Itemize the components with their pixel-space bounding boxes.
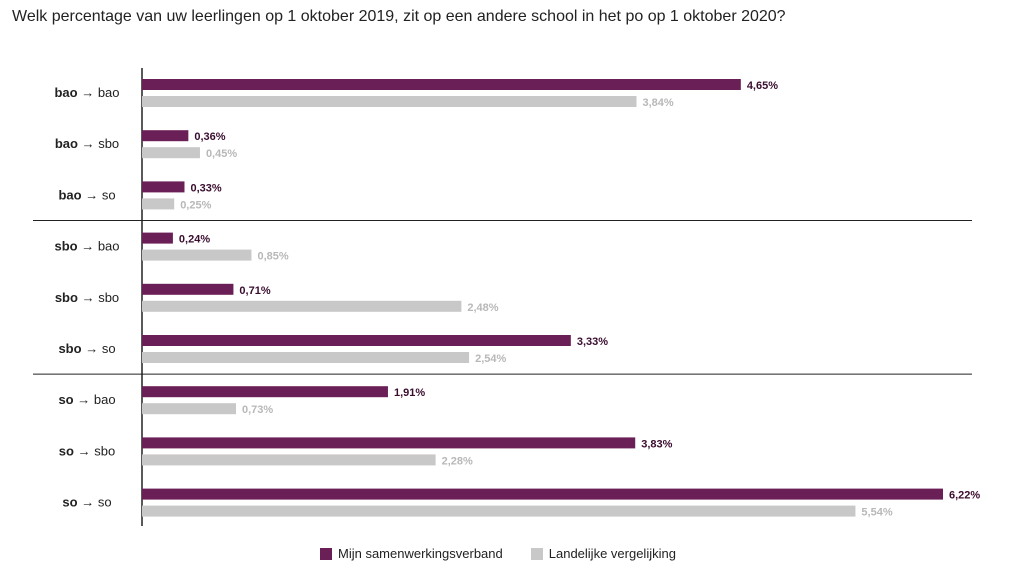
bar-secondary [142,454,436,466]
category-label: sbo → sbo [55,290,119,305]
bar-secondary [142,505,856,517]
data-label-secondary: 0,85% [257,251,288,263]
data-label-primary: 4,65% [747,80,778,92]
data-label-primary: 0,33% [190,182,221,194]
category-label: bao → bao [54,85,119,100]
data-label-secondary: 2,28% [442,455,473,467]
data-label-secondary: 0,73% [242,404,273,416]
bar-primary [142,386,388,398]
data-label-secondary: 2,48% [467,302,498,314]
data-label-secondary: 2,54% [475,353,506,365]
legend-item-primary[interactable]: Mijn samenwerkingsverband [320,546,503,561]
bar-primary [142,335,571,346]
bar-primary [142,232,173,244]
bar-secondary [142,300,462,312]
bar-secondary [142,403,237,415]
category-label: so → so [62,495,111,510]
data-label-primary: 6,22% [949,490,980,502]
data-label-secondary: 0,25% [180,199,211,211]
bar-primary [142,79,741,90]
category-label: bao → so [58,187,115,202]
data-label-primary: 1,91% [394,387,425,399]
bar-chart: bao → bao 4,65% 3,84% bao → sbo 0,36% 0,45% ba… [33,68,980,526]
legend-label-secondary: Landelijke vergelijking [548,546,676,561]
bar-secondary [142,249,252,261]
bar-primary [142,437,636,449]
data-label-primary: 0,71% [239,285,270,297]
chart-question-title: Welk percentage van uw leerlingen op 1 o… [12,8,786,25]
data-label-primary: 3,33% [577,336,608,348]
bar-secondary [142,147,200,159]
legend-label-primary: Mijn samenwerkingsverband [338,546,503,561]
legend-swatch-secondary [530,547,543,560]
data-label-primary: 3,83% [641,438,672,450]
bar-primary [142,488,943,500]
bar-secondary [142,198,175,210]
legend-item-secondary[interactable]: Landelijke vergelijking [530,546,676,561]
data-label-secondary: 0,45% [206,148,237,160]
category-label: sbo → bao [54,239,119,254]
bar-secondary [142,352,470,363]
bar-primary [142,283,234,295]
legend: Mijn samenwerkingsverband Landelijke ver… [320,546,676,561]
data-label-primary: 0,36% [194,131,225,143]
category-label: so → sbo [59,443,115,458]
bar-secondary [142,96,637,107]
data-label-primary: 0,24% [179,234,210,246]
data-label-secondary: 5,54% [861,507,892,519]
legend-swatch-primary [320,547,332,560]
data-label-secondary: 3,84% [643,97,674,109]
category-label: so → bao [58,392,115,407]
category-label: sbo → so [58,341,115,356]
bar-primary [142,181,185,193]
bar-primary [142,130,189,142]
category-label: bao → sbo [55,136,119,151]
